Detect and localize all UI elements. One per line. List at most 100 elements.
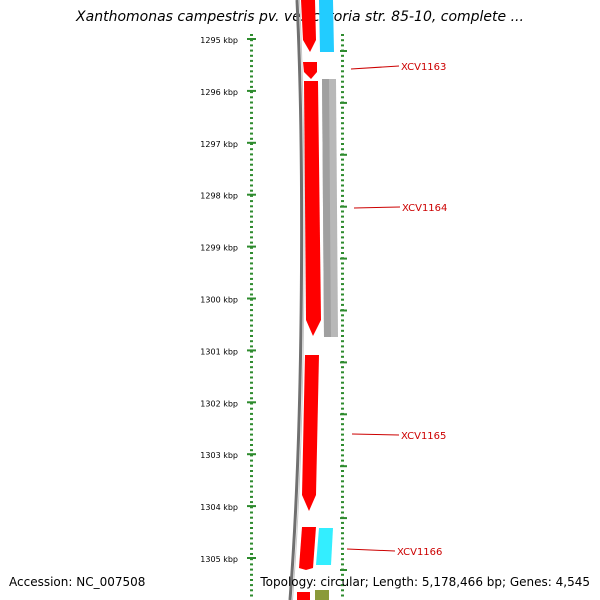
scale-dot: [341, 262, 344, 265]
scale-dot: [250, 573, 253, 576]
scale-dot: [341, 542, 344, 545]
scale-dot: [341, 39, 344, 42]
scale-dot: [250, 257, 253, 260]
scale-dot: [250, 54, 253, 57]
scale-dot: [250, 283, 253, 286]
scale-dot: [250, 96, 253, 99]
scale-dot: [341, 283, 344, 286]
tick-label: 1302 kbp: [200, 399, 238, 408]
gene-leader-line: [346, 548, 396, 552]
scale-dot: [341, 231, 344, 234]
scale-dot: [250, 511, 253, 514]
backbone: [288, 0, 305, 600]
scale-dot: [341, 407, 344, 410]
scale-dot: [341, 547, 344, 550]
major-tick: [340, 361, 347, 364]
scale-dot: [341, 267, 344, 270]
cyan-feature-top: [319, 0, 334, 52]
scale-dot: [250, 532, 253, 535]
scale-dot: [341, 454, 344, 457]
scale-dot: [341, 127, 344, 130]
major-tick: [247, 557, 256, 559]
major-tick: [340, 465, 347, 468]
scale-dot: [250, 386, 253, 389]
scale-dot: [250, 246, 253, 249]
scale-dot: [250, 298, 253, 301]
scale-dot: [250, 184, 253, 187]
scale-dot: [250, 407, 253, 410]
scale-dot: [250, 428, 253, 431]
scale-dot: [250, 418, 253, 421]
gene-label: XCV1166: [397, 547, 442, 558]
scale-dot: [341, 563, 344, 566]
scale-dot: [250, 485, 253, 488]
scale-dot: [250, 345, 253, 348]
scale-dot: [250, 355, 253, 358]
scale-dot: [250, 314, 253, 317]
scale-dot: [250, 158, 253, 161]
scale-dot: [250, 568, 253, 571]
gene-label: XCV1163: [401, 62, 446, 73]
scale-dot: [250, 174, 253, 177]
scale-dot: [250, 506, 253, 509]
scale-dot: [341, 75, 344, 78]
scale-dot: [250, 438, 253, 441]
scale-dot: [250, 392, 253, 395]
gene-leader-line: [351, 433, 400, 436]
scale-dot: [250, 542, 253, 545]
scale-dot: [250, 329, 253, 332]
scale-dot: [341, 122, 344, 125]
scale-dot: [250, 189, 253, 192]
scale-dot: [341, 345, 344, 348]
major-tick: [340, 569, 347, 571]
major-tick: [247, 245, 256, 248]
scale-dot: [341, 314, 344, 317]
scale-dot: [341, 277, 344, 280]
scale-dot: [250, 226, 253, 228]
gene-xcv1164: [304, 81, 321, 336]
scale-dot: [250, 148, 253, 151]
scale-dot: [250, 132, 253, 135]
major-tick: [340, 153, 347, 156]
scale-dot: [250, 85, 253, 88]
scale-dot: [250, 106, 253, 109]
scale-dot: [341, 392, 344, 395]
scale-dot: [341, 324, 344, 327]
scale-dot: [341, 168, 344, 171]
scale-dot: [250, 579, 253, 581]
scale-dot: [250, 589, 253, 592]
accession-text: Accession: NC_007508: [9, 575, 146, 589]
scale-dot: [250, 475, 253, 478]
gene-leader-line: [353, 206, 401, 209]
scale-dot: [250, 361, 253, 363]
scale-dot: [341, 137, 344, 140]
major-tick: [247, 297, 256, 300]
scale-dot: [250, 470, 253, 472]
tick-label: 1300 kbp: [200, 296, 238, 305]
scale-dot: [341, 340, 344, 343]
scale-dot: [341, 470, 344, 472]
scale-dot: [250, 200, 253, 203]
scale-dot: [250, 402, 253, 405]
scale-dot: [250, 236, 253, 239]
major-tick: [247, 89, 256, 92]
scale-dot: [250, 459, 253, 462]
major-tick: [340, 517, 347, 520]
scale-dot: [341, 158, 344, 161]
scale-dot: [341, 59, 344, 62]
tick-label: 1301 kbp: [200, 347, 238, 356]
scale-dot: [341, 350, 344, 353]
scale-dot: [341, 132, 344, 135]
scale-dot: [341, 189, 344, 192]
scale-dot: [250, 319, 253, 322]
scale-dot: [250, 75, 253, 78]
scale-dot: [250, 464, 253, 467]
scale-dot: [250, 490, 253, 493]
scale-dot: [341, 589, 344, 592]
scale-dot: [341, 288, 344, 291]
scale-dot: [341, 65, 344, 68]
scale-dot: [341, 106, 344, 109]
scale-dot: [341, 174, 344, 177]
scale-dot: [250, 423, 253, 426]
